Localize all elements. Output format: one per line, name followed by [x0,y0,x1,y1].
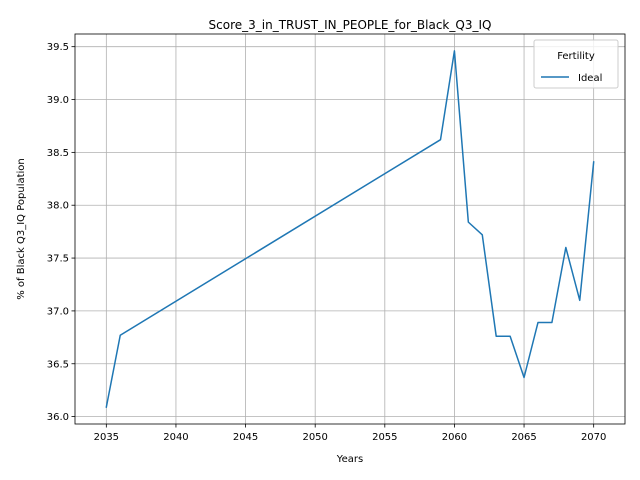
y-tick-label: 37.0 [47,306,69,317]
y-tick-label: 36.5 [47,359,69,370]
legend-title: Fertility [557,51,595,62]
plot-area-frame [74,33,626,425]
y-tick-label: 39.0 [47,95,69,106]
y-tick-label: 37.5 [47,254,69,265]
x-tick-label: 2050 [302,432,327,443]
legend-box [533,39,619,89]
legend-label-ideal: Ideal [578,73,602,84]
x-tick-label: 2055 [372,432,397,443]
chart-title: Score_3_in_TRUST_IN_PEOPLE_for_Black_Q3_… [209,18,492,32]
legend: Fertility Ideal [533,39,619,89]
y-tick-label: 39.5 [47,42,69,53]
x-tick-label: 2035 [94,432,119,443]
y-tick-label: 38.5 [47,148,69,159]
ticks: 2035 2040 2045 2050 2055 2060 2065 2070 36.0 36.5… [47,42,607,443]
x-tick-label: 2060 [442,432,467,443]
y-tick-label: 38.0 [47,201,69,212]
series-layer [105,50,595,408]
x-tick-label: 2040 [163,432,188,443]
x-tick-label: 2065 [511,432,536,443]
x-axis-label: Years [336,454,363,465]
grid [75,34,625,424]
x-tick-label: 2045 [233,432,258,443]
y-axis-label: % of Black Q3_IQ Population [16,158,27,300]
y-tick-label: 36.0 [47,412,69,423]
x-tick-label: 2070 [581,432,606,443]
series-line-ideal [105,50,595,408]
